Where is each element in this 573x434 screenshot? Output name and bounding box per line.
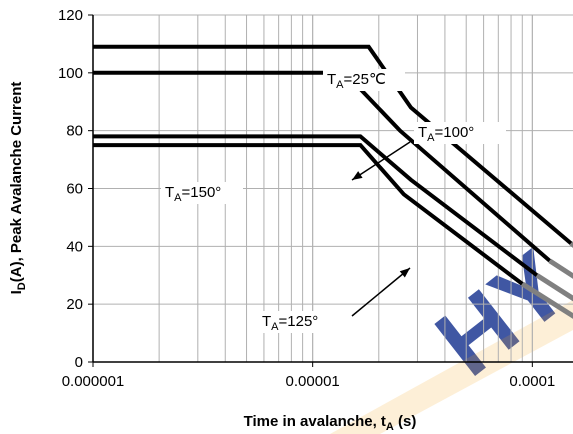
y-tick-label: 20 xyxy=(66,296,83,313)
x-tick-label: 0.00001 xyxy=(286,373,340,390)
watermark-band xyxy=(330,300,573,434)
y-tick-label: 0 xyxy=(75,354,83,371)
y-tick-label: 60 xyxy=(66,181,83,198)
series-label-arrowhead-2 xyxy=(399,268,410,278)
series-label-arrow-2 xyxy=(351,267,411,317)
series-line-1 xyxy=(93,70,552,263)
series-line-3 xyxy=(93,143,524,286)
series-labels: TA=25℃ TA=100° TA=125° TA=150° xyxy=(161,69,506,333)
series-label-bg-1 xyxy=(414,122,506,144)
series-label-arrow-1 xyxy=(351,141,411,181)
y-tick-label: 120 xyxy=(58,7,83,24)
watermark: HY xyxy=(330,230,573,434)
x-tick-label: 0.000001 xyxy=(62,373,125,390)
series-tail-2 xyxy=(535,273,573,302)
series-label-2: TA=125° xyxy=(262,313,318,333)
axis-titles: Time in avalanche, tA (s) ID(A), Peak Ava… xyxy=(8,82,416,433)
series-tail-3 xyxy=(520,281,573,319)
y-axis-title: ID(A), Peak Avalanche Current xyxy=(8,82,28,295)
x-axis-title: Time in avalanche, tA (s) xyxy=(244,413,417,433)
series-label-bg-3 xyxy=(161,182,243,204)
series-label-bg-2 xyxy=(258,311,340,333)
y-tick-label: 80 xyxy=(66,123,83,140)
series-label-0: TA=25℃ xyxy=(327,71,386,91)
series-label-arrowhead-1 xyxy=(352,171,363,180)
y-tick-label: 40 xyxy=(66,238,83,255)
series-label-bg-0 xyxy=(323,69,405,91)
x-tick-label: 0.0001 xyxy=(509,373,555,390)
y-tick-label: 100 xyxy=(58,65,83,82)
series-tail-1 xyxy=(548,258,573,279)
series-label-3: TA=150° xyxy=(165,184,221,204)
series-label-1: TA=100° xyxy=(418,124,474,144)
